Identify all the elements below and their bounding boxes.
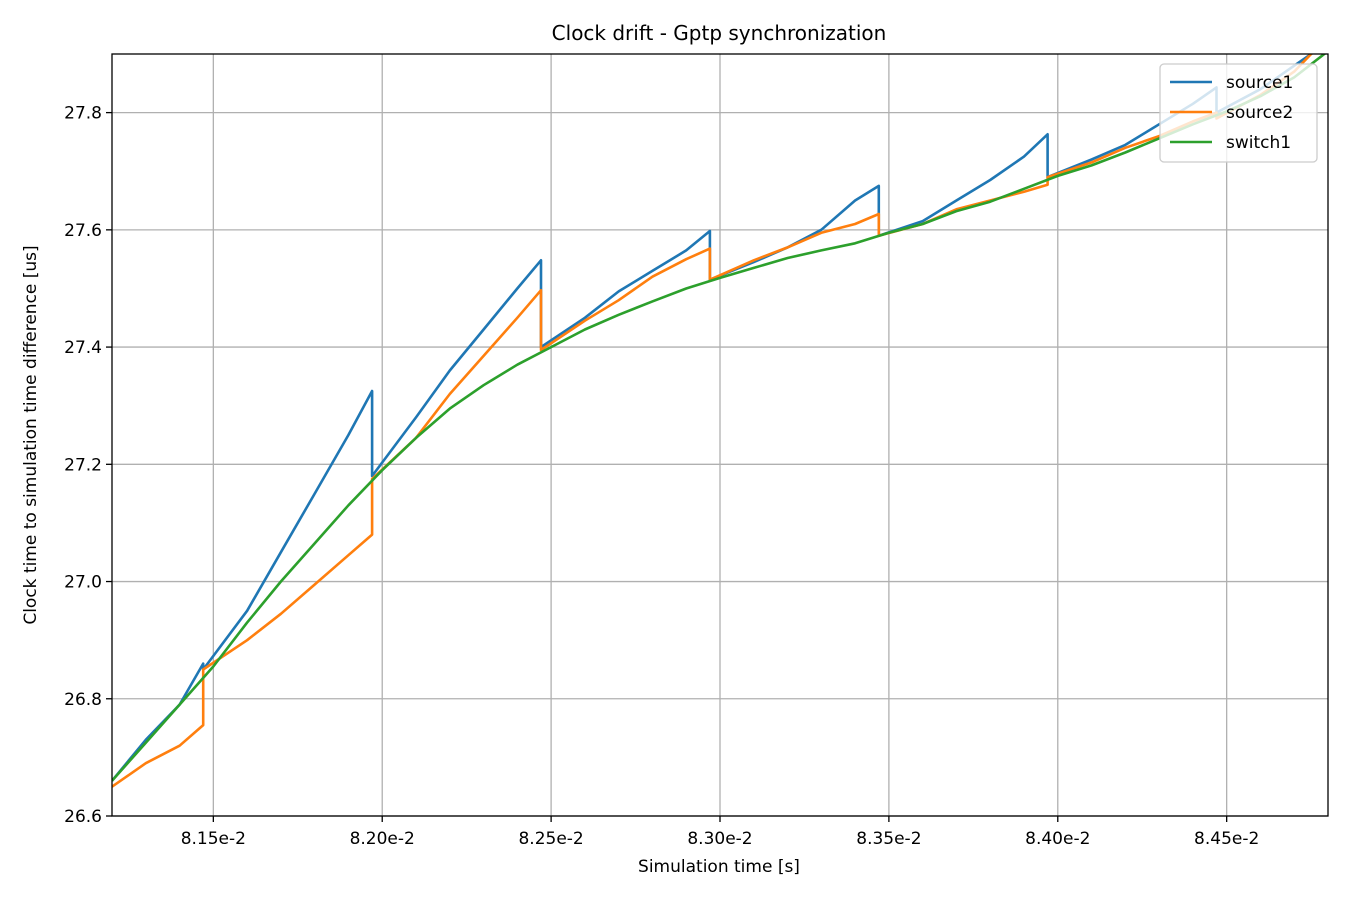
legend-label: source2 — [1226, 103, 1293, 123]
legend-label: switch1 — [1226, 133, 1291, 153]
x-tick-label: 8.20e-2 — [350, 829, 415, 849]
y-tick-label: 27.2 — [64, 455, 102, 475]
x-tick-label: 8.30e-2 — [687, 829, 752, 849]
y-tick-label: 27.0 — [64, 573, 102, 593]
y-tick-label: 26.8 — [64, 690, 102, 710]
x-axis-ticks: 8.15e-2 8.20e-2 8.25e-2 8.30e-2 8.35e-2 8.40e… — [181, 816, 1259, 849]
y-tick-label: 27.6 — [64, 221, 102, 241]
legend-label: source1 — [1226, 73, 1293, 93]
x-tick-label: 8.45e-2 — [1194, 829, 1259, 849]
y-axis-label: Clock time to simulation time difference… — [21, 245, 41, 624]
y-tick-label: 27.8 — [64, 104, 102, 124]
series-line-switch1 — [112, 54, 1327, 782]
x-tick-label: 8.25e-2 — [518, 829, 583, 849]
legend: source1 source2 switch1 — [1159, 63, 1318, 163]
y-axis-ticks: 26.6 26.8 27.0 27.2 27.4 27.6 27.8 — [64, 104, 112, 827]
x-tick-label: 8.40e-2 — [1025, 829, 1090, 849]
x-tick-label: 8.15e-2 — [181, 829, 246, 849]
x-axis-label: Simulation time [s] — [638, 857, 800, 877]
chart-title: Clock drift - Gptp synchronization — [552, 21, 887, 45]
series-line-source2 — [112, 54, 1313, 788]
y-tick-label: 26.6 — [64, 807, 102, 827]
y-tick-label: 27.4 — [64, 338, 102, 358]
series-layer — [112, 54, 1327, 788]
grid — [112, 54, 1328, 817]
legend-box — [1159, 63, 1318, 163]
x-tick-label: 8.35e-2 — [856, 829, 921, 849]
